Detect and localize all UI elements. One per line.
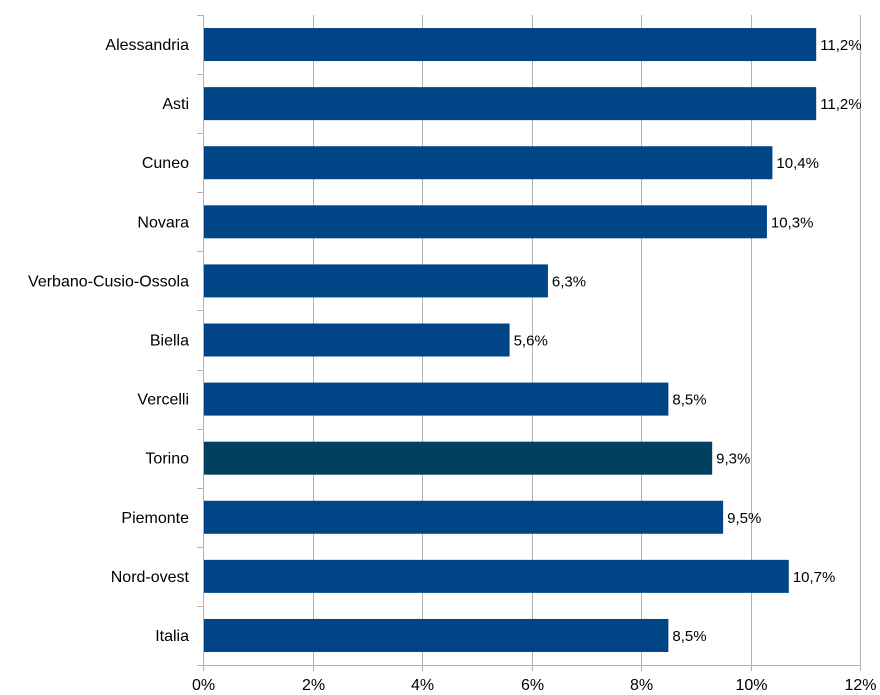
bar-vercelli — [204, 382, 669, 416]
category-label: Novara — [137, 214, 189, 231]
data-label: 11,2% — [820, 96, 861, 113]
data-label: 8,5% — [672, 392, 706, 409]
data-label: 5,6% — [514, 333, 548, 350]
bar-verbano-cusio-ossola — [204, 264, 548, 298]
category-label: Biella — [150, 333, 189, 350]
category-label: Cuneo — [142, 155, 189, 172]
category-label: Verbano-Cusio-Ossola — [28, 273, 189, 290]
bar-cuneo — [204, 146, 773, 180]
bar-piemonte — [204, 500, 724, 534]
category-label: Alessandria — [105, 37, 189, 54]
x-tick-label: 2% — [302, 677, 325, 694]
data-label: 8,5% — [672, 628, 706, 645]
category-label: Vercelli — [137, 392, 189, 409]
x-tick-label: 12% — [844, 677, 876, 694]
x-tick-label: 0% — [192, 677, 215, 694]
data-label: 9,5% — [727, 510, 761, 527]
data-label: 10,3% — [771, 214, 814, 231]
bar-torino — [204, 441, 713, 475]
axes — [197, 15, 861, 671]
x-tick-label: 10% — [735, 677, 767, 694]
x-tick-labels: 0% 2% 4% 6% 8% 10% 12% — [192, 677, 877, 694]
bar-biella — [204, 323, 510, 357]
bar-alessandria — [204, 28, 817, 62]
data-label: 6,3% — [552, 273, 586, 290]
bar-italia — [204, 618, 669, 652]
data-label: 10,4% — [776, 155, 819, 172]
data-label: 10,7% — [793, 569, 836, 586]
category-label: Torino — [145, 451, 189, 468]
x-tick-label: 6% — [521, 677, 544, 694]
category-label: Italia — [155, 628, 189, 645]
category-labels: Alessandria Asti Cuneo Novara Verbano-Cusio-… — [28, 37, 190, 645]
category-label: Asti — [162, 96, 189, 113]
bars — [204, 28, 817, 652]
category-label: Nord-ovest — [111, 569, 190, 586]
grid-lines — [313, 15, 861, 665]
data-label: 11,2% — [820, 37, 861, 54]
x-tick-label: 4% — [411, 677, 434, 694]
bar-novara — [204, 205, 767, 239]
data-label: 9,3% — [716, 451, 750, 468]
category-label: Piemonte — [121, 510, 189, 527]
bar-nord-ovest — [204, 559, 789, 593]
bar-asti — [204, 87, 817, 121]
data-labels: 11,2% 11,2% 10,4% 10,3% 6,3% 5,6% 8,5% 9,3% 9,5%… — [514, 37, 862, 645]
x-tick-label: 8% — [630, 677, 653, 694]
